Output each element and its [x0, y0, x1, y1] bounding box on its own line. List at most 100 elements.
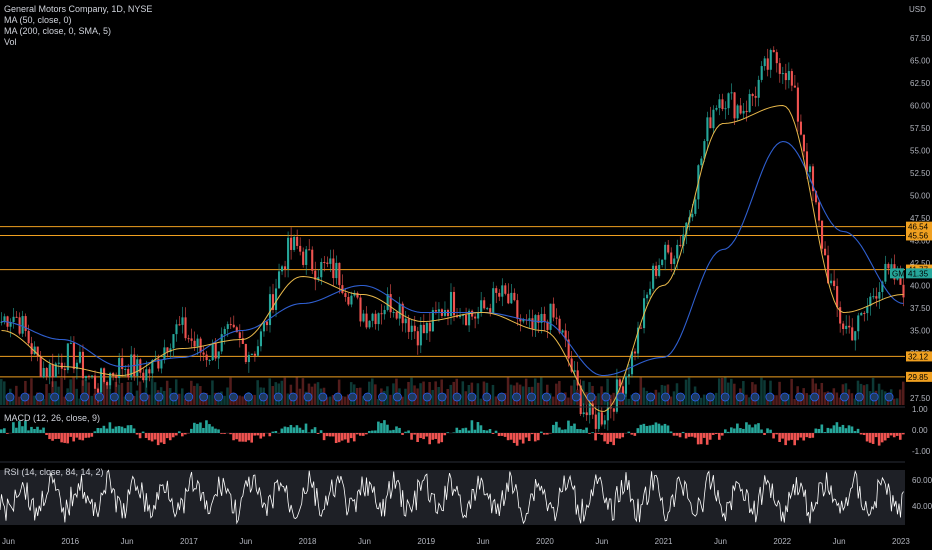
macd-bar — [832, 425, 836, 433]
event-marker[interactable] — [5, 392, 15, 402]
candle-body — [127, 368, 130, 378]
event-marker[interactable] — [571, 392, 581, 402]
event-marker[interactable] — [169, 392, 179, 402]
event-marker[interactable] — [542, 392, 551, 402]
candle-body — [401, 303, 404, 324]
candle-body — [606, 406, 609, 421]
event-marker[interactable] — [512, 392, 521, 402]
macd-bar — [374, 430, 377, 433]
volume-legend[interactable]: Vol — [4, 37, 17, 47]
event-marker[interactable] — [393, 392, 402, 402]
macd-bar — [217, 429, 220, 433]
event-marker[interactable] — [378, 392, 387, 402]
candlesticks — [0, 46, 905, 434]
symbol-tag-text: GM — [892, 269, 905, 278]
event-marker[interactable] — [586, 392, 596, 402]
horizontal-levels[interactable] — [0, 226, 905, 378]
event-marker[interactable] — [303, 392, 313, 402]
event-marker[interactable] — [884, 392, 894, 402]
event-marker[interactable] — [661, 392, 670, 402]
ma50-legend[interactable]: MA (50, close, 0) — [4, 15, 72, 25]
candle-body — [250, 353, 253, 355]
event-marker[interactable] — [35, 392, 45, 402]
time-tick-label: 2022 — [773, 537, 791, 546]
candle-body — [528, 318, 531, 321]
event-marker[interactable] — [705, 392, 715, 402]
event-marker[interactable] — [273, 392, 283, 402]
event-marker[interactable] — [676, 392, 685, 402]
event-marker[interactable] — [80, 392, 89, 402]
event-marker[interactable] — [616, 392, 626, 402]
macd-bar — [705, 433, 709, 445]
event-marker[interactable] — [527, 392, 536, 402]
event-marker[interactable] — [95, 392, 104, 402]
level-tag-value: 45.56 — [908, 231, 929, 240]
event-marker[interactable] — [720, 392, 730, 402]
volume-bar — [90, 395, 94, 405]
volume-bar — [120, 382, 124, 405]
volume-bar — [853, 398, 857, 405]
price-tick-label: 42.50 — [910, 259, 931, 268]
event-marker[interactable] — [601, 392, 611, 402]
event-marker[interactable] — [363, 392, 372, 402]
event-marker[interactable] — [139, 392, 149, 402]
event-marker[interactable] — [199, 392, 209, 402]
macd-bar — [419, 433, 422, 439]
macd-bar — [717, 433, 721, 440]
macd-bar — [494, 430, 498, 433]
rsi-legend[interactable]: RSI (14, close, 84, 14, 2) — [4, 467, 104, 477]
time-axis[interactable]: Jun 2016 Jun 2017 Jun 2018 Jun 2019 Jun 2020 Jun 20… — [2, 537, 910, 546]
event-marker[interactable] — [825, 392, 834, 402]
event-marker[interactable] — [214, 392, 223, 402]
event-marker[interactable] — [631, 392, 641, 402]
macd-legend[interactable]: MACD (12, 26, close, 9) — [4, 413, 101, 423]
event-marker[interactable] — [244, 392, 253, 402]
event-marker[interactable] — [810, 392, 819, 402]
event-marker[interactable] — [750, 392, 760, 402]
event-marker[interactable] — [20, 392, 30, 402]
macd-bar — [473, 429, 477, 433]
event-marker[interactable] — [109, 392, 119, 402]
earnings-markers[interactable] — [5, 392, 894, 402]
event-marker[interactable] — [348, 392, 358, 402]
price-axis[interactable]: 67.50 65.00 62.50 60.00 57.50 55.00 52.50 50.00… — [910, 34, 931, 403]
candle-body — [311, 249, 314, 271]
event-marker[interactable] — [467, 392, 477, 402]
event-marker[interactable] — [452, 392, 462, 402]
event-marker[interactable] — [735, 392, 745, 402]
volume-bar — [425, 398, 428, 405]
ma200-legend[interactable]: MA (200, close, 0, SMA, 5) — [4, 26, 112, 36]
macd-bar — [358, 433, 362, 436]
event-marker[interactable] — [780, 392, 790, 402]
event-marker[interactable] — [646, 392, 656, 402]
event-marker[interactable] — [497, 392, 507, 402]
event-marker[interactable] — [288, 392, 298, 402]
macd-bar — [630, 433, 634, 435]
event-marker[interactable] — [840, 392, 849, 402]
event-marker[interactable] — [422, 392, 432, 402]
event-marker[interactable] — [869, 392, 879, 402]
symbol-title[interactable]: General Motors Company, 1D, NYSE — [4, 4, 153, 14]
event-marker[interactable] — [407, 392, 417, 402]
event-marker[interactable] — [691, 392, 700, 402]
macd-bar — [901, 433, 905, 435]
event-marker[interactable] — [482, 392, 492, 402]
event-marker[interactable] — [795, 392, 805, 402]
event-marker[interactable] — [556, 392, 566, 402]
candle-body — [90, 375, 94, 377]
event-marker[interactable] — [437, 392, 447, 402]
volume-bar — [81, 380, 84, 405]
event-marker[interactable] — [124, 392, 134, 402]
event-marker[interactable] — [318, 392, 328, 402]
event-marker[interactable] — [333, 392, 343, 402]
event-marker[interactable] — [765, 392, 775, 402]
candle-body — [658, 265, 661, 276]
event-marker[interactable] — [50, 392, 60, 402]
event-marker[interactable] — [184, 392, 194, 402]
event-marker[interactable] — [154, 392, 164, 402]
event-marker[interactable] — [229, 392, 238, 402]
event-marker[interactable] — [854, 392, 864, 402]
event-marker[interactable] — [65, 392, 74, 402]
event-marker[interactable] — [258, 392, 268, 402]
